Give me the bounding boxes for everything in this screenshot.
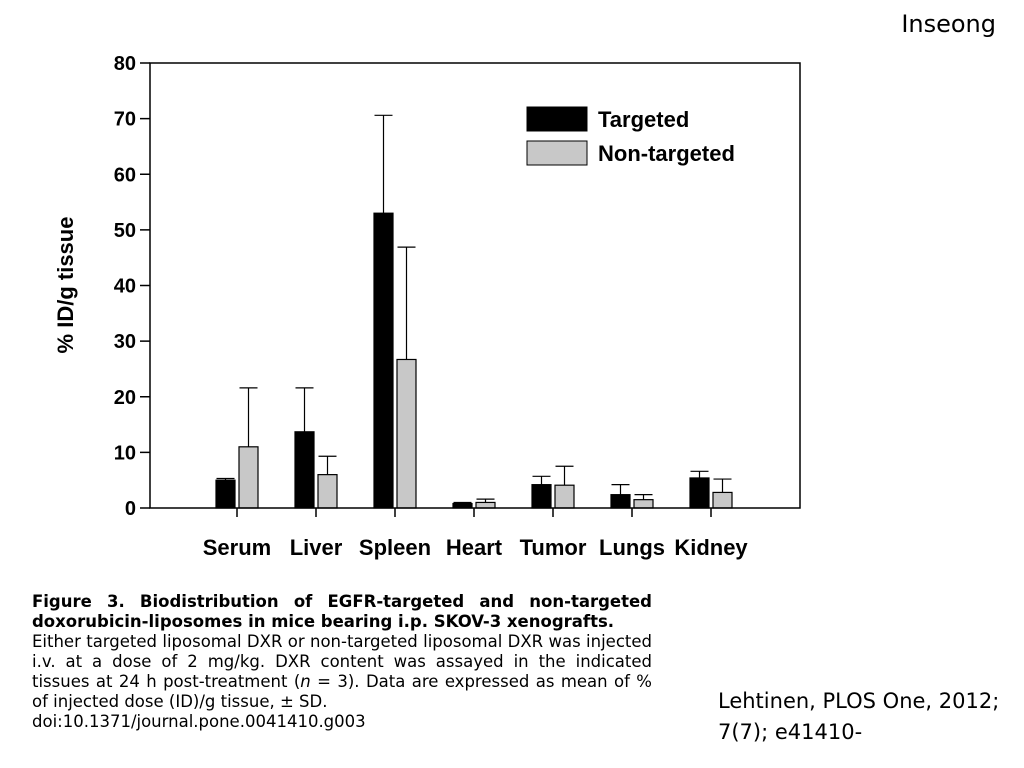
x-axis-labels: Serum Liver Spleen Heart Tumor Lungs Kidney: [203, 508, 748, 560]
biodistribution-bar-chart: 0 10 20 30 40 50 60 70 80 % ID/g tissue Serum Liv…: [53, 53, 801, 560]
bar-heart-non-targeted: [475, 501, 496, 509]
x-tick-label-kidney: Kidney: [674, 535, 748, 560]
x-tick-label-lungs: Lungs: [599, 535, 665, 560]
y-tick-label: 70: [114, 109, 136, 131]
bar-lungs-targeted: [610, 494, 631, 509]
bar-kidney-non-targeted: [712, 491, 733, 509]
caption-n-symbol: n: [300, 672, 311, 691]
y-tick-label: 20: [114, 387, 136, 409]
caption-body-start: Either targeted liposomal DXR or non-tar…: [32, 632, 652, 691]
bar-liver-non-targeted: [317, 474, 338, 509]
caption-title: Figure 3. Biodistribution of EGFR-target…: [32, 592, 652, 631]
legend-swatch-non-targeted: [526, 140, 588, 166]
bar-kidney-targeted: [689, 477, 710, 509]
slide-author: Inseong: [901, 10, 996, 38]
citation: Lehtinen, PLOS One, 2012; 7(7); e41410-: [718, 686, 999, 748]
legend-label-non-targeted: Non-targeted: [598, 141, 735, 166]
y-tick-label: 80: [114, 53, 136, 75]
y-tick-label: 50: [114, 220, 136, 242]
legend-label-targeted: Targeted: [598, 107, 689, 132]
error-bars: [216, 114, 732, 504]
legend: Targeted Non-targeted: [526, 106, 735, 166]
bar-spleen-targeted: [373, 212, 394, 509]
y-tick-label: 0: [125, 498, 136, 520]
bars: [215, 212, 733, 509]
plot-frame: [149, 62, 801, 509]
x-tick-label-serum: Serum: [203, 535, 271, 560]
y-tick-label: 40: [114, 276, 136, 298]
bar-liver-targeted: [294, 431, 315, 509]
bar-tumor-non-targeted: [554, 484, 575, 509]
y-axis-ticks: 0 10 20 30 40 50 60 70 80: [114, 53, 150, 520]
y-axis-label: % ID/g tissue: [53, 217, 78, 354]
caption-body: Either targeted liposomal DXR or non-tar…: [32, 632, 652, 712]
caption-body-rest: = 3). Data are expressed as mean of % of…: [32, 672, 652, 711]
bar-spleen-non-targeted: [396, 358, 417, 509]
bar-serum-targeted: [215, 479, 236, 509]
citation-line-1: Lehtinen, PLOS One, 2012;: [718, 689, 1000, 713]
y-tick-label: 30: [114, 331, 136, 353]
legend-swatch-targeted: [526, 106, 588, 132]
x-tick-label-tumor: Tumor: [520, 535, 587, 560]
caption-doi: doi:10.1371/journal.pone.0041410.g003: [32, 712, 366, 731]
x-tick-label-heart: Heart: [446, 535, 503, 560]
bar-lungs-non-targeted: [633, 499, 654, 509]
x-tick-label-liver: Liver: [290, 535, 343, 560]
y-tick-label: 60: [114, 164, 136, 186]
figure-caption: Figure 3. Biodistribution of EGFR-target…: [32, 592, 652, 732]
bar-serum-non-targeted: [238, 446, 259, 509]
x-tick-label-spleen: Spleen: [359, 535, 431, 560]
bar-tumor-targeted: [531, 484, 552, 509]
y-tick-label: 10: [114, 442, 136, 464]
citation-line-2: 7(7); e41410-: [718, 720, 863, 744]
